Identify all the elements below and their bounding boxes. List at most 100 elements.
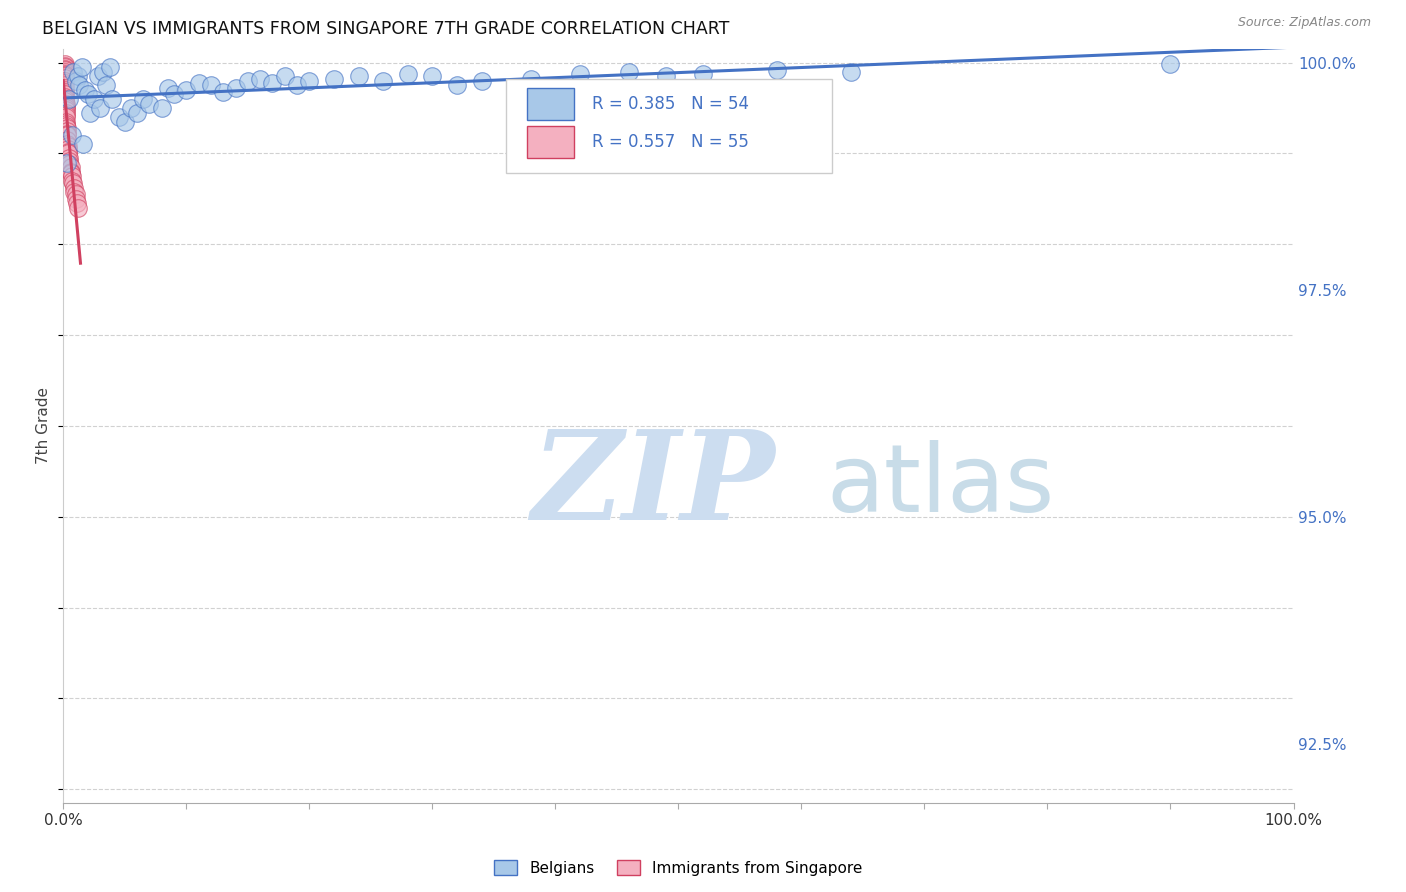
Immigrants from Singapore — [53, 62, 76, 76]
Immigrants from Singapore — [58, 153, 80, 168]
Immigrants from Singapore — [53, 59, 76, 73]
Immigrants from Singapore — [53, 87, 76, 102]
Belgians — [446, 78, 468, 93]
Belgians — [156, 81, 179, 95]
Immigrants from Singapore — [55, 114, 77, 128]
Belgians — [65, 74, 87, 88]
Y-axis label: 7th Grade: 7th Grade — [37, 387, 52, 465]
Immigrants from Singapore — [53, 69, 76, 83]
Belgians — [79, 105, 101, 120]
Immigrants from Singapore — [56, 121, 79, 136]
Immigrants from Singapore — [53, 64, 76, 78]
Belgians — [619, 64, 641, 78]
Belgians — [568, 66, 591, 80]
Belgians — [765, 62, 787, 77]
Immigrants from Singapore — [55, 108, 77, 122]
Belgians — [839, 64, 862, 78]
Immigrants from Singapore — [53, 66, 76, 80]
Belgians — [200, 78, 222, 93]
Immigrants from Singapore — [56, 137, 79, 152]
Belgians — [470, 74, 494, 88]
Immigrants from Singapore — [59, 166, 82, 180]
Belgians — [347, 70, 370, 84]
Belgians — [56, 155, 79, 169]
Immigrants from Singapore — [66, 196, 89, 211]
Belgians — [114, 114, 136, 128]
Belgians — [174, 83, 197, 97]
FancyBboxPatch shape — [506, 79, 832, 173]
Immigrants from Singapore — [53, 78, 76, 93]
FancyBboxPatch shape — [527, 126, 574, 158]
Immigrants from Singapore — [55, 96, 77, 111]
FancyBboxPatch shape — [527, 88, 574, 120]
Immigrants from Singapore — [53, 70, 76, 84]
Immigrants from Singapore — [53, 94, 76, 108]
Immigrants from Singapore — [53, 85, 76, 99]
Text: R = 0.557   N = 55: R = 0.557 N = 55 — [592, 133, 749, 151]
Belgians — [60, 128, 83, 143]
Immigrants from Singapore — [55, 120, 77, 134]
Immigrants from Singapore — [56, 142, 79, 156]
Text: Source: ZipAtlas.com: Source: ZipAtlas.com — [1237, 16, 1371, 29]
Immigrants from Singapore — [53, 76, 76, 90]
Immigrants from Singapore — [65, 192, 87, 206]
Immigrants from Singapore — [53, 83, 76, 97]
Belgians — [67, 78, 90, 93]
Belgians — [98, 60, 121, 74]
Belgians — [70, 60, 93, 74]
Belgians — [101, 92, 124, 106]
Belgians — [62, 64, 84, 78]
Immigrants from Singapore — [56, 146, 79, 161]
Immigrants from Singapore — [60, 174, 83, 188]
Immigrants from Singapore — [53, 90, 76, 104]
Belgians — [132, 92, 155, 106]
Belgians — [150, 101, 173, 115]
Text: R = 0.385   N = 54: R = 0.385 N = 54 — [592, 95, 749, 113]
Belgians — [262, 76, 284, 90]
Immigrants from Singapore — [53, 81, 76, 95]
Immigrants from Singapore — [55, 110, 77, 124]
Belgians — [96, 78, 118, 93]
Belgians — [520, 72, 543, 87]
Belgians — [127, 105, 148, 120]
Immigrants from Singapore — [53, 60, 76, 74]
Immigrants from Singapore — [56, 133, 79, 147]
Belgians — [298, 74, 321, 88]
Belgians — [655, 70, 678, 84]
Belgians — [692, 66, 714, 80]
Belgians — [120, 101, 142, 115]
Text: ZIP: ZIP — [531, 425, 775, 547]
Belgians — [138, 96, 160, 111]
Belgians — [83, 92, 105, 106]
Belgians — [107, 110, 129, 124]
Belgians — [58, 92, 80, 106]
Immigrants from Singapore — [58, 151, 80, 165]
Immigrants from Singapore — [56, 128, 79, 143]
Immigrants from Singapore — [59, 164, 82, 178]
Belgians — [75, 83, 97, 97]
Immigrants from Singapore — [53, 92, 76, 106]
Immigrants from Singapore — [59, 160, 82, 174]
Immigrants from Singapore — [60, 169, 83, 184]
Immigrants from Singapore — [55, 118, 77, 132]
Belgians — [1160, 57, 1182, 71]
Immigrants from Singapore — [65, 187, 87, 202]
Belgians — [323, 72, 346, 87]
Belgians — [89, 101, 111, 115]
Belgians — [285, 78, 308, 93]
Immigrants from Singapore — [55, 101, 77, 115]
Belgians — [225, 81, 247, 95]
Immigrants from Singapore — [63, 185, 86, 199]
Immigrants from Singapore — [56, 124, 79, 138]
Belgians — [163, 87, 186, 102]
Belgians — [249, 72, 271, 87]
Belgians — [91, 64, 114, 78]
Immigrants from Singapore — [53, 57, 76, 71]
Immigrants from Singapore — [56, 145, 79, 159]
Belgians — [273, 70, 295, 84]
Belgians — [67, 70, 90, 84]
Belgians — [396, 66, 419, 80]
Legend: Belgians, Immigrants from Singapore: Belgians, Immigrants from Singapore — [488, 854, 869, 882]
Belgians — [187, 76, 209, 90]
Belgians — [422, 70, 444, 84]
